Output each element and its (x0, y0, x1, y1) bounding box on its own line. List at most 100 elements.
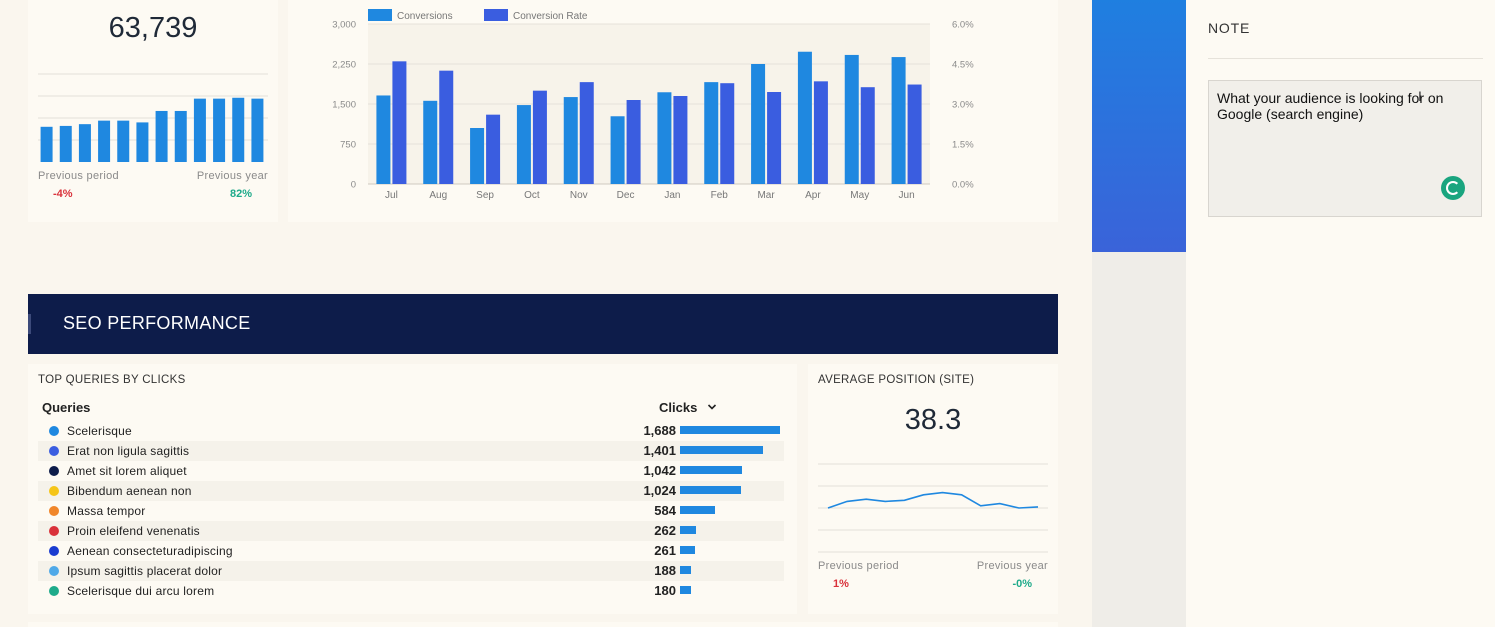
top-queries-card: TOP QUERIES BY CLICKS Queries Clicks Sce… (28, 364, 797, 614)
conversion-rate-bar (860, 87, 875, 184)
table-row[interactable]: Proin eleifend venenatis 262 (38, 521, 784, 541)
y-right-tick-label: 3.0% (952, 100, 974, 111)
clicks-bar (680, 446, 763, 454)
conversions-bar (704, 82, 719, 184)
average-position-value: 38.3 (904, 404, 962, 436)
y-left-tick-label: 3,000 (332, 20, 356, 31)
clicks-bar (680, 546, 696, 554)
avg-previous-period-label: Previous period (818, 560, 899, 572)
kpi-bar (155, 110, 168, 162)
query-clicks: 1,024 (643, 483, 676, 498)
kpi-bar (40, 126, 53, 162)
x-tick-label: Jun (899, 190, 915, 201)
legend-dot (49, 586, 59, 596)
conversions-bar (844, 54, 859, 184)
query-name: Bibendum aenean non (67, 484, 192, 498)
note-divider (1208, 58, 1483, 59)
header-accent (28, 314, 31, 334)
conversion-rate-bar (486, 114, 501, 184)
y-right-tick-label: 1.5% (952, 140, 974, 151)
avg-position-line (827, 491, 1039, 509)
text-cursor-icon: I (1418, 88, 1422, 104)
note-textarea[interactable]: What your audience is looking for on Goo… (1208, 80, 1482, 217)
table-row[interactable]: Bibendum aenean non 1,024 (38, 481, 784, 501)
table-row[interactable]: Ipsum sagittis placerat dolor 188 (38, 561, 784, 581)
grammarly-icon[interactable] (1441, 176, 1465, 200)
gray-divider-column (1092, 252, 1186, 627)
query-clicks: 584 (654, 503, 676, 518)
legend-dot (49, 546, 59, 556)
table-row[interactable]: Amet sit lorem aliquet 1,042 (38, 461, 784, 481)
legend-dot (49, 446, 59, 456)
clicks-bar (680, 526, 696, 534)
clicks-bar (680, 486, 741, 494)
legend-dot (49, 466, 59, 476)
clicks-bar (680, 426, 780, 434)
legend-swatch (484, 9, 508, 21)
table-row[interactable]: Scelerisque dui arcu lorem 180 (38, 581, 784, 601)
x-tick-label: Apr (805, 190, 821, 201)
kpi-bar (98, 120, 111, 162)
clicks-column-header[interactable]: Clicks (659, 400, 698, 415)
table-row[interactable]: Aenean consecteturadipiscing 261 (38, 541, 784, 561)
legend-dot (49, 526, 59, 536)
kpi-bar (213, 98, 226, 162)
query-clicks: 1,042 (643, 463, 676, 478)
queries-column-header[interactable]: Queries (42, 400, 91, 415)
y-left-tick-label: 750 (340, 140, 356, 151)
conversion-rate-bar (439, 70, 454, 184)
kpi-bar (78, 124, 91, 162)
legend-dot (49, 506, 59, 516)
next-section-strip (28, 622, 1058, 627)
average-position-sparkline (818, 463, 1048, 553)
conversions-bar (657, 92, 672, 184)
x-tick-label: Nov (570, 190, 588, 201)
kpi-previous-period-value: -4% (53, 188, 73, 200)
kpi-bar (193, 98, 206, 162)
legend-label: Conversions (397, 11, 453, 22)
y-right-tick-label: 4.5% (952, 60, 974, 71)
table-row[interactable]: Scelerisque 1,688 (38, 421, 784, 441)
query-name: Scelerisque (67, 424, 132, 438)
x-tick-label: Jul (385, 190, 398, 201)
avg-previous-year-label: Previous year (976, 560, 1048, 572)
kpi-bar (174, 110, 187, 162)
avg-previous-period-value: 1% (833, 578, 849, 590)
average-position-title: AVERAGE POSITION (SITE) (818, 374, 975, 386)
legend-label: Conversion Rate (513, 11, 588, 22)
x-tick-label: Aug (429, 190, 447, 201)
conversion-rate-bar (907, 84, 922, 184)
x-tick-label: Jan (664, 190, 680, 201)
kpi-sparkline (38, 73, 268, 162)
conversions-bar (423, 100, 438, 184)
note-title: NOTE (1208, 20, 1251, 36)
query-name: Erat non ligula sagittis (67, 444, 190, 458)
x-tick-label: Dec (617, 190, 635, 201)
conversion-rate-bar (767, 92, 782, 184)
y-left-tick-label: 2,250 (332, 60, 356, 71)
conversions-bar (516, 105, 531, 184)
conversions-bar-chart: 0 0.0% 750 1.5% 1,500 3.0% 2,250 4.5% 3,000 6.0% J… (332, 9, 974, 201)
query-clicks: 1,688 (643, 423, 676, 438)
conversions-bar (751, 64, 766, 184)
conversions-chart-card: 0 0.0% 750 1.5% 1,500 3.0% 2,250 4.5% 3,000 6.0% J… (288, 0, 1058, 222)
x-tick-label: Oct (524, 190, 540, 201)
blue-accent-panel (1092, 0, 1186, 252)
conversions-kpi-card: 63,739 Previous period -4% Previous year… (28, 0, 278, 222)
clicks-bar (680, 566, 692, 574)
y-left-tick-label: 1,500 (332, 100, 356, 111)
kpi-bar (232, 97, 245, 162)
query-clicks: 180 (654, 583, 676, 598)
x-tick-label: Sep (476, 190, 494, 201)
table-row[interactable]: Erat non ligula sagittis 1,401 (38, 441, 784, 461)
note-panel: NOTE What your audience is looking for o… (1186, 0, 1495, 627)
query-clicks: 1,401 (643, 443, 676, 458)
x-tick-label: May (850, 190, 869, 201)
clicks-bar (680, 586, 691, 594)
kpi-value: 63,739 (108, 12, 198, 44)
table-row[interactable]: Massa tempor 584 (38, 501, 784, 521)
y-right-tick-label: 6.0% (952, 20, 974, 31)
legend-dot (49, 486, 59, 496)
chevron-down-icon[interactable] (707, 402, 717, 412)
kpi-previous-period-label: Previous period (38, 170, 119, 182)
